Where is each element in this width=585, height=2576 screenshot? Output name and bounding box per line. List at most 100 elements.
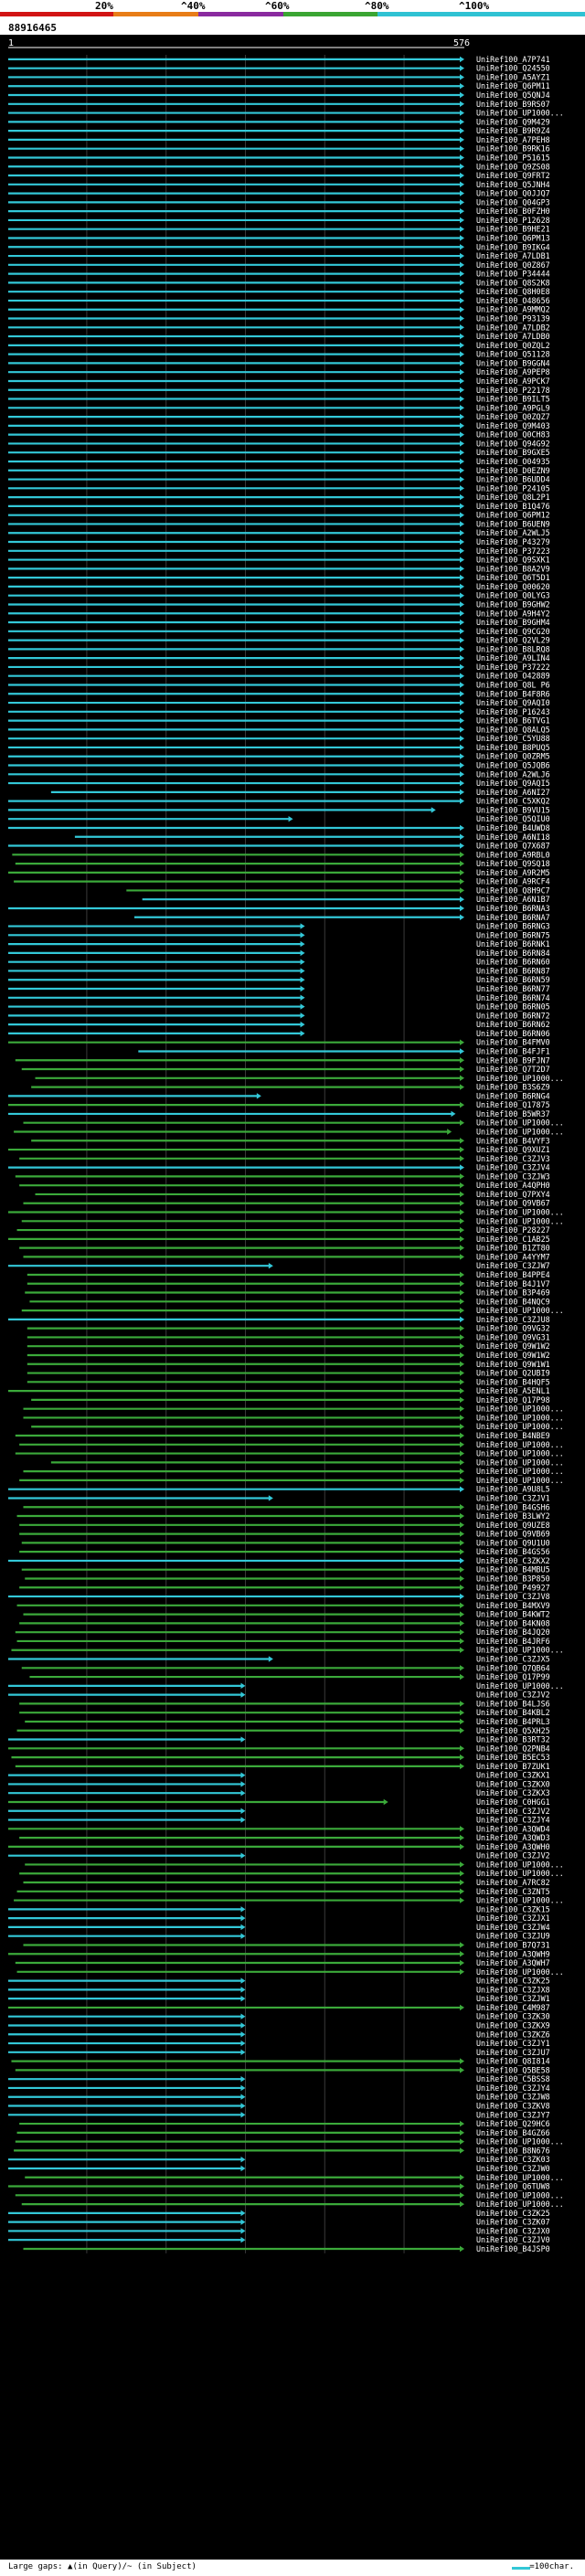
- hit-label[interactable]: UniRef100_C3ZJX0: [476, 2226, 550, 2235]
- hit-label[interactable]: UniRef100_B4KBL2: [476, 1708, 550, 1717]
- hit-label[interactable]: UniRef100_B6RN75: [476, 930, 550, 939]
- hit-label[interactable]: UniRef100_B6UDD4: [476, 475, 550, 484]
- hit-label[interactable]: UniRef100_Q2UBI9: [476, 1369, 550, 1378]
- hit-label[interactable]: UniRef100_B1ZT80: [476, 1244, 550, 1253]
- hit-label[interactable]: UniRef100_B3S6Z9: [476, 1083, 550, 1092]
- hit-label[interactable]: UniRef100_B8A2V9: [476, 564, 550, 573]
- hit-label[interactable]: UniRef100_C3ZK25: [476, 1977, 550, 1986]
- hit-label[interactable]: UniRef100_C5XKQ2: [476, 797, 550, 806]
- hit-label[interactable]: UniRef100_B4UWD8: [476, 823, 550, 832]
- hit-label[interactable]: UniRef100_B4JRF6: [476, 1637, 550, 1646]
- hit-label[interactable]: UniRef100_Q0JJQ7: [476, 189, 550, 198]
- hit-label[interactable]: UniRef100_A9PCK7: [476, 376, 550, 386]
- hit-label[interactable]: UniRef100_UP1000...: [476, 2190, 564, 2200]
- hit-label[interactable]: UniRef100_P51615: [476, 153, 550, 162]
- hit-label[interactable]: UniRef100_B3P469: [476, 1288, 550, 1298]
- hit-label[interactable]: UniRef100_Q9VG31: [476, 1332, 550, 1341]
- hit-label[interactable]: UniRef100_Q17875: [476, 1100, 550, 1109]
- hit-label[interactable]: UniRef100_P16243: [476, 707, 550, 716]
- hit-label[interactable]: UniRef100_B6RNG4: [476, 1091, 550, 1100]
- hit-label[interactable]: UniRef100_C3ZK15: [476, 1904, 550, 1913]
- hit-label[interactable]: UniRef100_Q6PM11: [476, 81, 550, 90]
- hit-label[interactable]: UniRef100_UP1000...: [476, 1440, 564, 1449]
- hit-label[interactable]: UniRef100_B9IKG4: [476, 242, 550, 251]
- hit-label[interactable]: UniRef100_C3ZKX3: [476, 1788, 550, 1797]
- hit-label[interactable]: UniRef100_C3ZKX9: [476, 2020, 550, 2030]
- hit-label[interactable]: UniRef100_B4FJF1: [476, 1046, 550, 1055]
- hit-label[interactable]: UniRef100_B9FJN7: [476, 1055, 550, 1065]
- hit-label[interactable]: UniRef100_B9RK16: [476, 144, 550, 154]
- hit-label[interactable]: UniRef100_UP1000...: [476, 1860, 564, 1869]
- hit-label[interactable]: UniRef100_B9HE21: [476, 225, 550, 234]
- hit-label[interactable]: UniRef100_B4PPE4: [476, 1270, 550, 1279]
- hit-label[interactable]: UniRef100_A3QWD3: [476, 1833, 550, 1842]
- hit-label[interactable]: UniRef100_UP1000...: [476, 1208, 564, 1217]
- hit-label[interactable]: UniRef100_B8PUQ5: [476, 743, 550, 752]
- hit-label[interactable]: UniRef100_B0FZH0: [476, 207, 550, 216]
- hit-label[interactable]: UniRef100_C3ZJW8: [476, 2093, 550, 2102]
- hit-label[interactable]: UniRef100_A6NI27: [476, 788, 550, 797]
- hit-label[interactable]: UniRef100_Q24550: [476, 64, 550, 73]
- hit-label[interactable]: UniRef100_B6TVG1: [476, 716, 550, 726]
- hit-label[interactable]: UniRef100_C3ZJY4: [476, 2083, 550, 2093]
- hit-label[interactable]: UniRef100_Q9W1W2: [476, 1341, 550, 1351]
- hit-label[interactable]: UniRef100_C3ZJX5: [476, 1655, 550, 1664]
- hit-label[interactable]: UniRef100_A5ENL1: [476, 1386, 550, 1395]
- hit-label[interactable]: UniRef100_B6RN74: [476, 993, 550, 1002]
- hit-label[interactable]: UniRef100_Q9VB67: [476, 1199, 550, 1208]
- hit-label[interactable]: UniRef100_UP1000...: [476, 2173, 564, 2182]
- hit-label[interactable]: UniRef100_C3ZJW1: [476, 1994, 550, 2003]
- hit-label[interactable]: UniRef100_C3ZJU7: [476, 2048, 550, 2057]
- hit-label[interactable]: UniRef100_A3QWH0: [476, 1842, 550, 1851]
- hit-label[interactable]: UniRef100_Q00620: [476, 582, 550, 591]
- hit-label[interactable]: UniRef100_P28227: [476, 1225, 550, 1235]
- hit-label[interactable]: UniRef100_P12628: [476, 216, 550, 225]
- hit-label[interactable]: UniRef100_A9PGL9: [476, 403, 550, 412]
- hit-label[interactable]: UniRef100_UP1000...: [476, 1896, 564, 1905]
- hit-label[interactable]: UniRef100_Q5BE58: [476, 2065, 550, 2074]
- hit-label[interactable]: UniRef100_C3ZK03: [476, 2155, 550, 2164]
- hit-label[interactable]: UniRef100_P24105: [476, 483, 550, 493]
- hit-label[interactable]: UniRef100_Q5QIU0: [476, 814, 550, 823]
- hit-label[interactable]: UniRef100_C3ZJV2: [476, 1851, 550, 1860]
- hit-label[interactable]: UniRef100_A7PEH8: [476, 135, 550, 144]
- hit-label[interactable]: UniRef100_Q8S2K8: [476, 278, 550, 287]
- hit-label[interactable]: UniRef100_UP1000...: [476, 1118, 564, 1128]
- hit-label[interactable]: UniRef100_B6RN59: [476, 975, 550, 984]
- hit-label[interactable]: UniRef100_C3ZK30: [476, 2012, 550, 2021]
- hit-label[interactable]: UniRef100_B3RT32: [476, 1735, 550, 1744]
- hit-label[interactable]: UniRef100_Q9W1W2: [476, 1351, 550, 1360]
- hit-label[interactable]: UniRef100_C3ZJX8: [476, 1985, 550, 1994]
- hit-label[interactable]: UniRef100_Q5QNJ4: [476, 90, 550, 100]
- hit-label[interactable]: UniRef100_A3QWD4: [476, 1824, 550, 1833]
- hit-label[interactable]: UniRef100_Q5XH25: [476, 1726, 550, 1735]
- hit-label[interactable]: UniRef100_UP1000...: [476, 1458, 564, 1467]
- hit-label[interactable]: UniRef100_C3ZJY7: [476, 2110, 550, 2119]
- hit-label[interactable]: UniRef100_A9R2M5: [476, 868, 550, 877]
- hit-label[interactable]: UniRef100_Q04GP3: [476, 197, 550, 207]
- hit-label[interactable]: UniRef100_UP1000...: [476, 2200, 564, 2209]
- hit-label[interactable]: UniRef100_O42889: [476, 672, 550, 681]
- hit-label[interactable]: UniRef100_Q9W1W1: [476, 1360, 550, 1369]
- hit-label[interactable]: UniRef100_UP1000...: [476, 1422, 564, 1431]
- hit-label[interactable]: UniRef100_UP1000...: [476, 109, 564, 118]
- hit-label[interactable]: UniRef100_B7Q731: [476, 1940, 550, 1949]
- hit-label[interactable]: UniRef100_B1Q476: [476, 502, 550, 511]
- hit-label[interactable]: UniRef100_B4GS56: [476, 1547, 550, 1556]
- hit-label[interactable]: UniRef100_C3ZJY1: [476, 2039, 550, 2048]
- hit-label[interactable]: UniRef100_C3ZKX0: [476, 1779, 550, 1788]
- hit-label[interactable]: UniRef100_D0EZN9: [476, 466, 550, 475]
- hit-label[interactable]: UniRef100_A9U8L5: [476, 1485, 550, 1494]
- hit-label[interactable]: UniRef100_Q7PXY4: [476, 1190, 550, 1199]
- hit-label[interactable]: UniRef100_Q8H0E8: [476, 287, 550, 296]
- hit-label[interactable]: UniRef100_B4KN08: [476, 1618, 550, 1627]
- hit-label[interactable]: UniRef100_Q0ZQZ7: [476, 412, 550, 421]
- hit-label[interactable]: UniRef100_B9GGN4: [476, 358, 550, 367]
- hit-label[interactable]: UniRef100_C3ZJV8: [476, 1592, 550, 1601]
- hit-label[interactable]: UniRef100_B4MBU5: [476, 1565, 550, 1574]
- hit-label[interactable]: UniRef100_B6RNA3: [476, 904, 550, 913]
- hit-label[interactable]: UniRef100_O48656: [476, 296, 550, 305]
- hit-label[interactable]: UniRef100_Q9UZE8: [476, 1521, 550, 1530]
- hit-label[interactable]: UniRef100_P43279: [476, 537, 550, 546]
- hit-label[interactable]: UniRef100_B6UEN9: [476, 519, 550, 528]
